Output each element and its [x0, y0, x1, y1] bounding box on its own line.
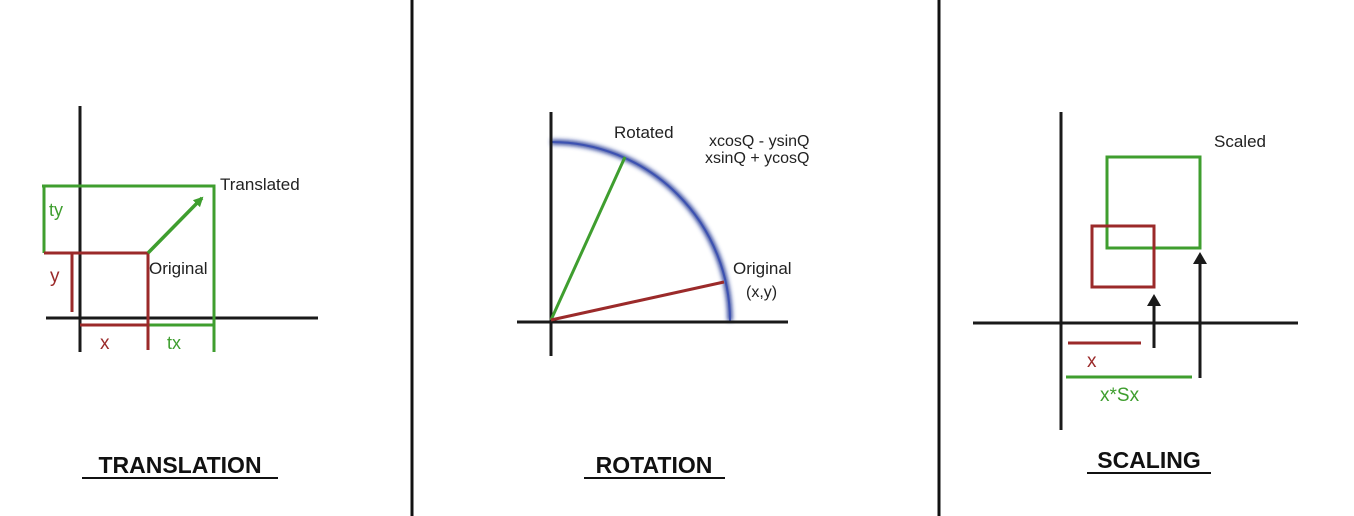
tx-label: tx — [167, 333, 181, 353]
original-label: Original — [149, 259, 208, 278]
formula-line1: xcosQ - ysinQ — [709, 133, 809, 150]
scaling-sx-label: x*Sx — [1100, 385, 1140, 406]
translation-arrow — [146, 196, 204, 255]
scaling-original-square — [1090, 224, 1156, 289]
formula-line2: xsinQ + ycosQ — [705, 150, 809, 167]
translated-label: Translated — [220, 175, 300, 194]
scaling-title: SCALING — [1097, 447, 1201, 473]
rotation-title: ROTATION — [596, 452, 713, 478]
rotated-label: Rotated — [614, 123, 674, 142]
rotation-point-label: (x,y) — [746, 284, 777, 301]
rotation-arc — [550, 139, 733, 322]
x-label: x — [100, 333, 110, 354]
translation-title: TRANSLATION — [98, 452, 261, 478]
translation-panel: Translated Original ty y x tx TRANSLATIO… — [42, 106, 318, 479]
scaled-label: Scaled — [1214, 132, 1266, 151]
original-vector — [550, 280, 725, 322]
rotated-vector — [549, 156, 627, 321]
rotation-original-label: Original — [733, 259, 792, 278]
rotation-arc-core — [550, 141, 731, 322]
scaling-panel: Scaled x x*Sx SCALING — [973, 112, 1298, 474]
rotation-panel: Rotated xcosQ - ysinQ xsinQ + ycosQ Orig… — [517, 112, 809, 479]
scaling-x-label: x — [1087, 351, 1097, 372]
y-label: y — [50, 266, 60, 287]
ty-label: ty — [49, 200, 63, 220]
translated-square — [42, 184, 216, 352]
original-square — [44, 251, 150, 350]
